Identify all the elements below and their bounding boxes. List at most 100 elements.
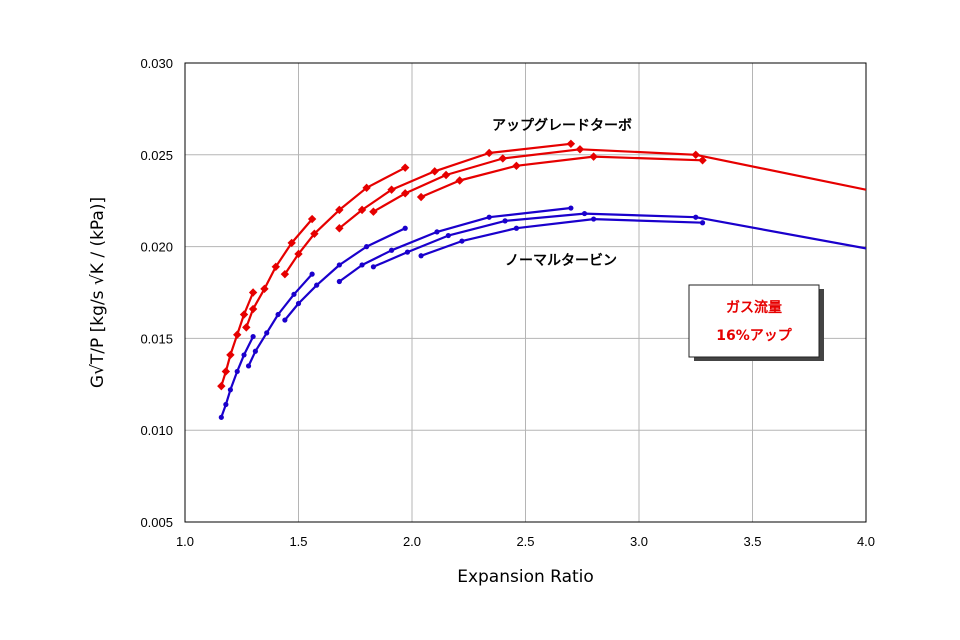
x-tick-label: 2.0 xyxy=(403,534,421,549)
data-point xyxy=(402,225,408,231)
upgrade-series xyxy=(416,152,707,202)
data-point xyxy=(699,220,706,226)
data-point xyxy=(221,367,231,376)
x-tick-label: 2.5 xyxy=(516,534,534,549)
data-point xyxy=(280,269,290,279)
data-point xyxy=(226,350,235,360)
data-point xyxy=(498,154,507,163)
data-point xyxy=(336,262,342,268)
data-point xyxy=(291,291,297,297)
data-point xyxy=(568,205,574,211)
data-point xyxy=(388,247,395,253)
data-point xyxy=(248,288,258,297)
data-point xyxy=(418,253,424,259)
data-point xyxy=(307,214,317,224)
data-point xyxy=(250,333,256,340)
normal-series xyxy=(370,210,866,270)
upgrade-series-line xyxy=(372,148,866,213)
x-tick-label: 3.5 xyxy=(743,534,761,549)
data-point xyxy=(218,414,224,420)
data-point xyxy=(400,163,410,172)
y-tick-label: 0.005 xyxy=(140,515,173,530)
data-point xyxy=(242,323,251,332)
data-point xyxy=(459,238,465,244)
data-point xyxy=(227,387,233,393)
x-tick-label: 4.0 xyxy=(857,534,875,549)
upgrade-series-line xyxy=(245,218,313,328)
data-point xyxy=(260,284,269,294)
y-tick-label: 0.010 xyxy=(140,423,173,438)
data-point xyxy=(314,282,320,288)
data-point xyxy=(217,381,226,391)
data-point xyxy=(566,139,576,148)
data-point xyxy=(335,205,344,215)
data-point xyxy=(691,150,700,159)
y-tick-label: 0.020 xyxy=(140,240,173,255)
upgrade-series xyxy=(369,145,866,216)
series-layer xyxy=(217,139,866,420)
y-tick-label: 0.015 xyxy=(140,331,173,346)
data-point xyxy=(404,249,411,255)
data-point xyxy=(223,401,229,408)
data-point xyxy=(234,368,240,375)
data-point xyxy=(271,262,280,271)
data-point xyxy=(486,214,492,220)
data-point xyxy=(416,192,426,202)
data-point xyxy=(245,363,252,369)
plot-frame xyxy=(184,62,867,523)
upgrade-turbo-label: アップグレードターボ xyxy=(492,117,632,134)
data-point xyxy=(336,278,342,285)
normal-series-line xyxy=(372,212,866,268)
data-point xyxy=(430,167,439,176)
data-point xyxy=(434,229,440,235)
data-point xyxy=(512,161,521,171)
gas-flow-callout: ガス流量 16%アップ xyxy=(688,284,824,361)
data-point xyxy=(441,170,451,180)
data-point xyxy=(241,352,247,358)
x-tick-label: 1.5 xyxy=(289,534,307,549)
data-point xyxy=(309,271,315,277)
upgrade-series-line xyxy=(338,142,572,230)
data-point xyxy=(335,224,344,233)
normal-series xyxy=(336,205,574,285)
y-tick-label: 0.025 xyxy=(140,148,173,163)
x-tick-label: 3.0 xyxy=(630,534,648,549)
callout-box xyxy=(688,284,820,358)
upgrade-series-line xyxy=(283,166,406,275)
y-tick-label: 0.030 xyxy=(140,56,173,71)
upgrade-series xyxy=(217,288,258,391)
x-axis-title: Expansion Ratio xyxy=(457,567,594,587)
y-axis-title: G√T/P [kg/s √K / (kPa)] xyxy=(88,197,108,388)
data-point xyxy=(589,152,598,161)
data-point xyxy=(252,348,258,354)
data-point xyxy=(575,145,585,154)
normal-series xyxy=(282,225,408,323)
upgrade-series xyxy=(335,139,576,233)
data-point xyxy=(310,229,319,238)
data-point xyxy=(287,238,296,248)
data-point xyxy=(455,176,464,185)
data-point xyxy=(282,317,288,323)
upgrade-series xyxy=(280,163,410,279)
data-point xyxy=(369,207,378,216)
data-point xyxy=(364,244,370,250)
data-point xyxy=(362,183,371,193)
callout-line-2: 16%アップ xyxy=(716,328,793,344)
normal-series-line xyxy=(247,273,313,367)
normal-series-line xyxy=(338,206,572,283)
upgrade-series xyxy=(242,214,317,332)
data-point xyxy=(294,249,303,259)
data-point xyxy=(370,264,377,270)
normal-series xyxy=(245,271,315,369)
data-point xyxy=(275,311,281,318)
y-tick-labels: 0.005 0.010 0.015 0.020 0.025 0.030 xyxy=(140,56,173,530)
normal-series xyxy=(418,216,706,259)
data-point xyxy=(295,300,302,307)
data-point xyxy=(581,210,588,217)
data-point xyxy=(400,189,410,198)
data-point xyxy=(502,218,508,224)
data-point xyxy=(445,232,451,239)
data-point xyxy=(513,225,520,231)
callout-line-1: ガス流量 xyxy=(726,299,782,316)
